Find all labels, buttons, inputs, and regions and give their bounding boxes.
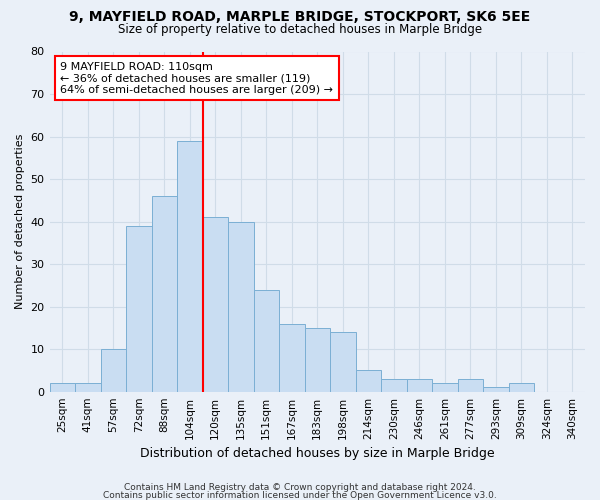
Bar (381, 379, 407, 392)
Bar (483, 388, 509, 392)
X-axis label: Distribution of detached houses by size in Marple Bridge: Distribution of detached houses by size … (140, 447, 494, 460)
Bar (279, 324, 305, 392)
Bar (203, 218, 228, 392)
Bar (432, 383, 458, 392)
Bar (458, 379, 483, 392)
Y-axis label: Number of detached properties: Number of detached properties (15, 134, 25, 310)
Bar (305, 328, 330, 392)
Bar (101, 349, 126, 392)
Text: Size of property relative to detached houses in Marple Bridge: Size of property relative to detached ho… (118, 22, 482, 36)
Bar (509, 383, 534, 392)
Bar (254, 290, 279, 392)
Bar (152, 196, 177, 392)
Bar (407, 379, 432, 392)
Bar (356, 370, 381, 392)
Text: Contains public sector information licensed under the Open Government Licence v3: Contains public sector information licen… (103, 490, 497, 500)
Bar (50, 383, 75, 392)
Text: Contains HM Land Registry data © Crown copyright and database right 2024.: Contains HM Land Registry data © Crown c… (124, 484, 476, 492)
Bar (228, 222, 254, 392)
Bar (75, 383, 101, 392)
Bar (177, 141, 203, 392)
Text: 9, MAYFIELD ROAD, MARPLE BRIDGE, STOCKPORT, SK6 5EE: 9, MAYFIELD ROAD, MARPLE BRIDGE, STOCKPO… (70, 10, 530, 24)
Bar (330, 332, 356, 392)
Bar (126, 226, 152, 392)
Text: 9 MAYFIELD ROAD: 110sqm
← 36% of detached houses are smaller (119)
64% of semi-d: 9 MAYFIELD ROAD: 110sqm ← 36% of detache… (60, 62, 333, 95)
